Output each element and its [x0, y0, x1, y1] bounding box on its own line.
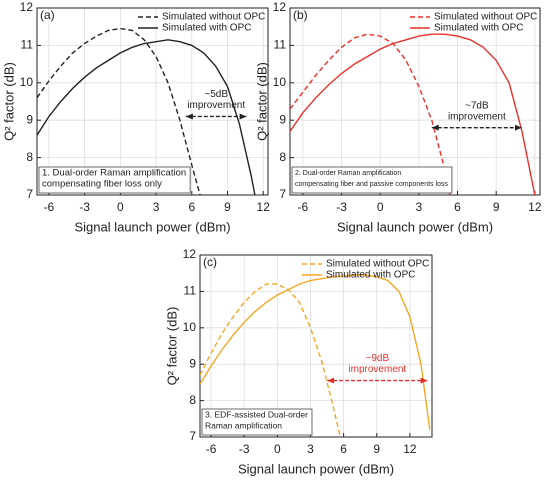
note-text: Raman amplification [205, 420, 282, 430]
x-tick-label: 0 [274, 442, 281, 456]
panel: 7 8 9 10 11 12 -6 -3 0 3 6 9 12 (a) Signal launch powe… [1, 0, 270, 234]
plot-frame [36, 7, 269, 196]
y-tick-label: 8 [189, 393, 196, 407]
x-tick-label: -3 [336, 200, 347, 214]
series-line [200, 274, 431, 430]
x-tick-label: -6 [206, 442, 217, 456]
panel: 7 8 9 10 11 12 -6 -3 0 3 6 9 12 (b) Signal launch powe… [254, 0, 541, 234]
note-text: compensating fiber loss only [42, 179, 162, 190]
plot-frame [289, 7, 541, 196]
y-tick-label: 12 [183, 247, 197, 261]
panel-label: (c) [203, 255, 217, 269]
x-tick-label: -6 [44, 200, 55, 214]
series-line [200, 283, 341, 437]
annotation-text: ~5dB [204, 89, 228, 100]
y-tick-label: 11 [184, 284, 197, 298]
note-box [291, 166, 453, 194]
legend-label: Simulated without OPC [326, 259, 429, 270]
x-tick-label: 6 [188, 200, 195, 214]
x-tick-label: 9 [224, 200, 231, 214]
note-text: compensating fiber and passive component… [295, 181, 448, 188]
series-line [290, 33, 536, 195]
x-tick-label: 12 [403, 442, 417, 456]
y-tick-label: 10 [273, 75, 287, 89]
y-tick-label: 7 [189, 429, 196, 443]
note-text: 3. EDF-assisted Dual-order [205, 409, 308, 419]
note-box [201, 408, 313, 436]
annotation-text: improvement [448, 111, 506, 122]
y-axis-label: Q² factor (dB) [164, 307, 179, 386]
plot-frame [199, 254, 433, 438]
y-tick-label: 8 [279, 150, 286, 164]
x-tick-label: 12 [528, 200, 542, 214]
y-axis-label: Q² factor (dB) [254, 62, 269, 141]
x-tick-label: -3 [239, 442, 250, 456]
x-tick-label: 6 [454, 200, 461, 214]
panel-label: (b) [293, 8, 308, 22]
y-tick-label: 7 [279, 187, 286, 201]
x-tick-label: 9 [373, 442, 380, 456]
legend-label: Simulated with OPC [326, 270, 415, 281]
y-tick-label: 9 [189, 356, 196, 370]
legend-label: Simulated without OPC [434, 12, 537, 23]
annotation-text: improvement [348, 364, 406, 375]
y-tick-label: 11 [21, 38, 34, 52]
annotation-text: improvement [187, 100, 245, 111]
annotation-text: ~7dB [465, 100, 489, 111]
y-tick-label: 10 [20, 75, 34, 89]
x-tick-label: -3 [79, 200, 90, 214]
y-tick-label: 8 [26, 150, 33, 164]
legend-label: Simulated without OPC [162, 12, 265, 23]
y-tick-label: 10 [183, 320, 197, 334]
x-axis-label: Signal launch power (dBm) [74, 219, 230, 234]
legend-label: Simulated with OPC [162, 23, 251, 34]
x-tick-label: 9 [493, 200, 500, 214]
x-tick-label: -6 [298, 200, 309, 214]
legend-label: Simulated with OPC [434, 23, 523, 34]
panel: 7 8 9 10 11 12 -6 -3 0 3 6 9 12 (c) Signal launch powe… [164, 247, 433, 476]
note-text: 2. Dual-order Raman amplification [295, 170, 401, 177]
note-text: 1. Dual-order Raman amplification [42, 168, 186, 179]
x-tick-label: 0 [377, 200, 384, 214]
x-tick-label: 12 [257, 200, 271, 214]
y-tick-label: 11 [274, 38, 287, 52]
annotation-text: ~9dB [365, 353, 389, 364]
panel-label: (a) [40, 8, 55, 22]
series-line [290, 33, 451, 195]
x-tick-label: 6 [340, 442, 347, 456]
y-tick-label: 12 [20, 0, 34, 14]
x-axis-label: Signal launch power (dBm) [337, 219, 493, 234]
x-tick-label: 3 [307, 442, 314, 456]
x-tick-label: 0 [117, 200, 124, 214]
x-tick-label: 3 [416, 200, 423, 214]
y-axis-label: Q² factor (dB) [1, 62, 16, 141]
y-tick-label: 12 [273, 0, 287, 14]
note-box [38, 166, 191, 194]
x-axis-label: Signal launch power (dBm) [238, 461, 394, 476]
x-tick-label: 3 [153, 200, 160, 214]
y-tick-label: 7 [26, 187, 33, 201]
y-tick-label: 9 [279, 112, 286, 126]
y-tick-label: 9 [26, 112, 33, 126]
series-line [37, 39, 256, 195]
